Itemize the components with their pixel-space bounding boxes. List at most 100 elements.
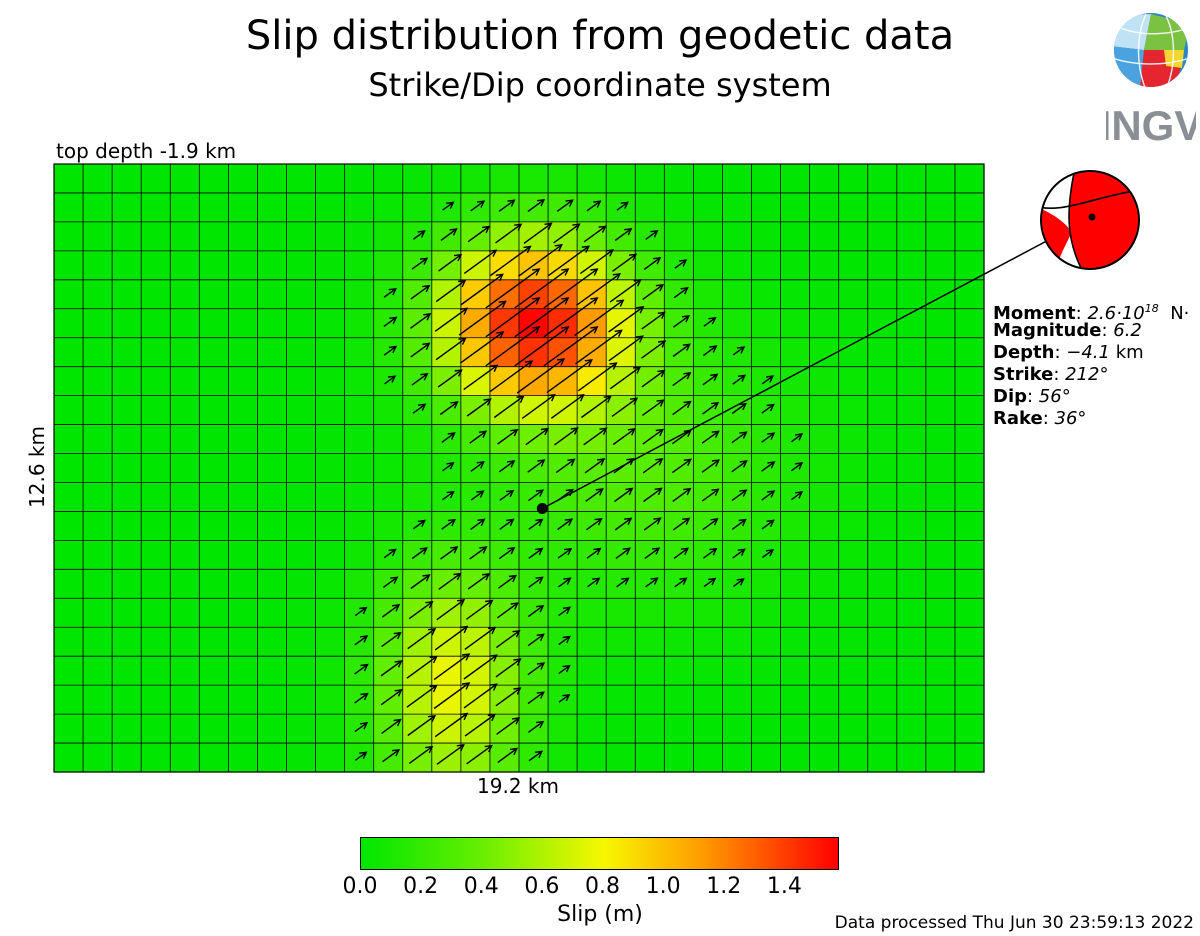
slip-cell xyxy=(373,250,404,281)
slip-cell xyxy=(83,395,113,426)
slip-cell xyxy=(54,656,84,686)
slip-cell xyxy=(315,743,346,773)
slip-arrow xyxy=(495,629,521,649)
slip-cell xyxy=(431,164,462,194)
slip-arrow xyxy=(543,326,599,367)
slip-arrow xyxy=(731,518,747,530)
slip-arrow xyxy=(463,364,499,391)
slip-cell xyxy=(867,569,898,599)
slip-cell xyxy=(54,685,84,715)
slip-cell xyxy=(925,743,956,773)
slip-cell xyxy=(954,743,985,773)
slip-cell xyxy=(722,714,753,744)
slip-cell xyxy=(83,540,113,570)
slip-cell xyxy=(954,540,985,570)
slip-cell xyxy=(199,482,229,513)
slip-arrow xyxy=(463,654,498,680)
slip-arrow xyxy=(761,403,775,414)
slip-cell xyxy=(112,598,142,628)
slip-arrow xyxy=(528,576,544,588)
slip-cell xyxy=(257,424,288,455)
slip-cell xyxy=(83,656,113,686)
slip-arrow xyxy=(553,223,581,244)
slip-cell xyxy=(780,511,811,541)
colorbar-label: Slip (m) xyxy=(557,902,643,927)
slip-arrow xyxy=(459,331,505,364)
slip-arrow xyxy=(499,518,515,530)
slip-cell xyxy=(112,192,142,223)
slip-cell xyxy=(402,424,433,455)
slip-arrow xyxy=(410,342,431,358)
slip-cell xyxy=(286,714,317,744)
slip-cell xyxy=(896,337,927,368)
slip-cell xyxy=(228,308,259,339)
slip-arrow xyxy=(761,375,775,385)
slip-cell xyxy=(315,511,346,541)
slip-arrow xyxy=(701,488,720,502)
slip-cell xyxy=(896,395,927,426)
slip-cell xyxy=(635,192,665,223)
slip-cell xyxy=(693,598,724,628)
slip-cell xyxy=(780,685,811,715)
slip-cell xyxy=(896,627,927,657)
slip-cell xyxy=(838,714,869,744)
slip-cell xyxy=(141,250,171,281)
slip-cell xyxy=(373,192,404,223)
slip-cell xyxy=(373,164,404,194)
slip-cell xyxy=(112,250,142,281)
slip-cell xyxy=(809,685,840,715)
slip-cell xyxy=(693,221,724,252)
slip-arrow xyxy=(641,399,665,416)
slip-arrow xyxy=(470,518,486,530)
slip-cell xyxy=(112,453,142,484)
slip-cell xyxy=(141,714,171,744)
slip-arrow xyxy=(463,249,498,274)
slip-cell xyxy=(228,656,259,686)
slip-cell xyxy=(228,337,259,368)
slip-cell xyxy=(141,192,171,223)
slip-cell xyxy=(577,164,607,194)
slip-cell xyxy=(199,511,229,541)
slip-cell xyxy=(315,192,346,223)
slip-arrow xyxy=(731,431,748,444)
slip-cell xyxy=(257,743,288,773)
slip-arrow xyxy=(408,745,434,764)
slip-cell xyxy=(954,395,985,426)
colorbar-tick-label: 0.4 xyxy=(463,874,499,899)
slip-cell xyxy=(954,714,985,744)
slip-cell xyxy=(925,424,956,455)
slip-arrow xyxy=(523,222,553,244)
slip-cell xyxy=(780,250,811,281)
slip-cell xyxy=(693,279,724,310)
slip-arrow xyxy=(438,253,463,272)
slip-cell xyxy=(286,482,317,513)
slip-arrow xyxy=(410,574,431,590)
slip-arrow xyxy=(673,287,689,299)
slip-cell xyxy=(54,221,84,252)
slip-cell xyxy=(286,250,317,281)
slip-cell xyxy=(112,395,142,426)
slip-cell xyxy=(809,250,840,281)
slip-arrow xyxy=(643,517,662,531)
processed-timestamp: Data processed Thu Jun 30 23:59:13 2022 xyxy=(834,913,1194,933)
slip-cell xyxy=(780,598,811,628)
slip-cell xyxy=(548,164,578,194)
slip-cell xyxy=(83,569,113,599)
slip-cell xyxy=(83,424,113,455)
slip-cell xyxy=(896,279,927,310)
slip-cell xyxy=(54,250,84,281)
slip-arrow xyxy=(470,461,485,472)
slip-cell xyxy=(344,221,375,252)
slip-cell xyxy=(54,192,84,223)
slip-cell xyxy=(141,743,171,773)
slip-cell xyxy=(257,569,288,599)
slip-arrow xyxy=(383,345,398,356)
slip-cell xyxy=(751,627,782,657)
slip-arrow xyxy=(383,287,397,298)
slip-cell xyxy=(780,395,811,426)
slip-arrow xyxy=(383,316,398,327)
slip-cell xyxy=(141,395,171,426)
slip-cell xyxy=(693,164,724,194)
slip-cell xyxy=(780,656,811,686)
slip-cell xyxy=(54,714,84,744)
